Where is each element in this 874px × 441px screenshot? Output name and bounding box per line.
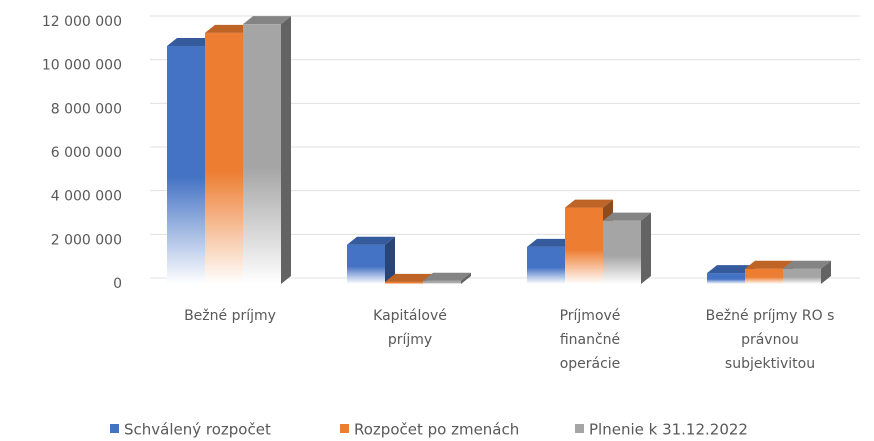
x-tick-label: Bežné príjmy RO s právnou subjektivitou [705,308,835,372]
bar [167,46,205,285]
bar-side [821,260,831,284]
legend-label: Rozpočet po zmenách [354,421,519,439]
y-tick-label: 12 000 000 [42,14,122,30]
bar [205,32,243,284]
bar-top [347,236,395,245]
bar-side [281,16,291,285]
y-tick-label: 6 000 000 [51,145,122,161]
y-tick-label: 10 000 000 [42,58,122,74]
bar-top [423,272,471,281]
bar-side [641,212,651,284]
bar-top [167,38,215,47]
y-tick-label: 0 [113,276,122,292]
bar [783,268,821,284]
bar-top [707,265,755,274]
legend-swatch [575,424,584,433]
legend-swatch [340,424,349,433]
bar-top [745,260,793,269]
bar-top [243,16,291,25]
bar-top [565,199,613,208]
y-tick-label: 4 000 000 [51,189,122,205]
bar-top [385,273,433,282]
x-tick-label: Kapitálové príjmy [373,308,447,348]
bar [565,207,603,284]
bar [423,280,461,284]
bar [527,246,565,284]
y-tick-label: 8 000 000 [51,101,122,117]
bar-top [527,238,575,247]
bar [707,273,745,284]
bar [347,244,385,284]
x-tick-label: Bežné príjmy [184,308,276,324]
legend-swatch [110,424,119,433]
x-tick-label: Príjmové finančné operácie [559,308,621,372]
bar-side [385,236,395,284]
bar [385,281,423,284]
bar-side [461,272,471,284]
bar [243,24,281,285]
bar-top [783,260,831,269]
y-tick-label: 2 000 000 [51,232,122,248]
bar-top [205,24,253,33]
bar [603,220,641,284]
bar-top [603,212,651,221]
legend-label: Plnenie k 31.12.2022 [589,421,748,439]
bar [745,268,783,284]
legend-label: Schválený rozpočet [124,421,271,439]
